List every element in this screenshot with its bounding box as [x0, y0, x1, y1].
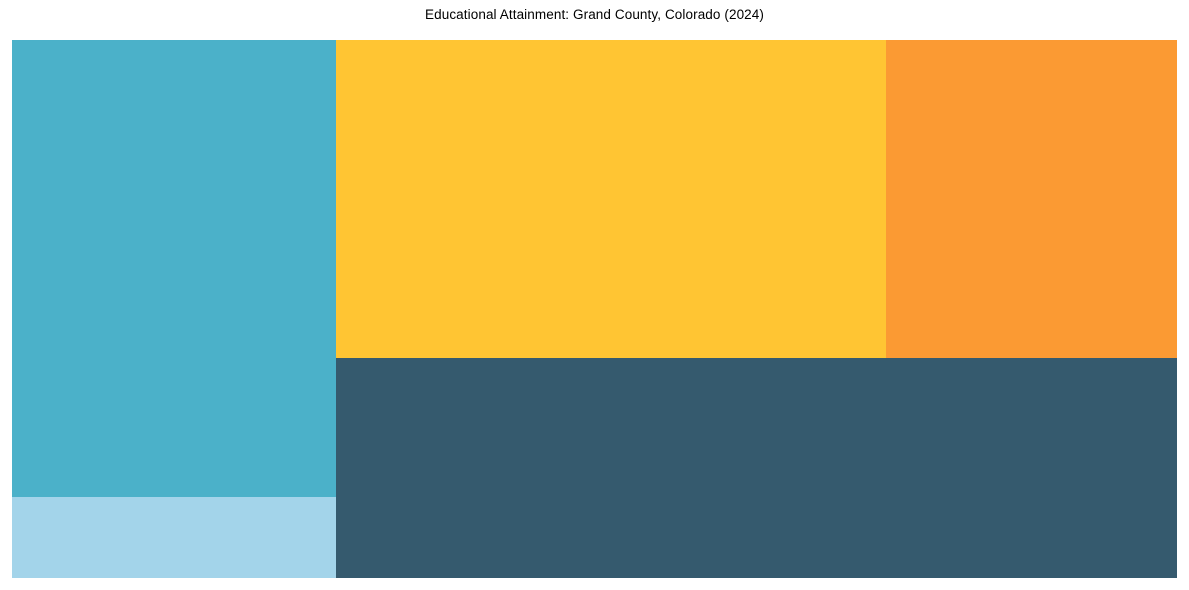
treemap-tile[interactable] [886, 40, 1177, 358]
treemap-tile[interactable] [12, 497, 336, 578]
treemap-tile[interactable] [336, 40, 886, 358]
treemap-tile[interactable] [336, 358, 1177, 578]
chart-title: Educational Attainment: Grand County, Co… [425, 7, 764, 22]
treemap-tile[interactable] [12, 40, 336, 497]
treemap-plot-area [12, 40, 1177, 578]
